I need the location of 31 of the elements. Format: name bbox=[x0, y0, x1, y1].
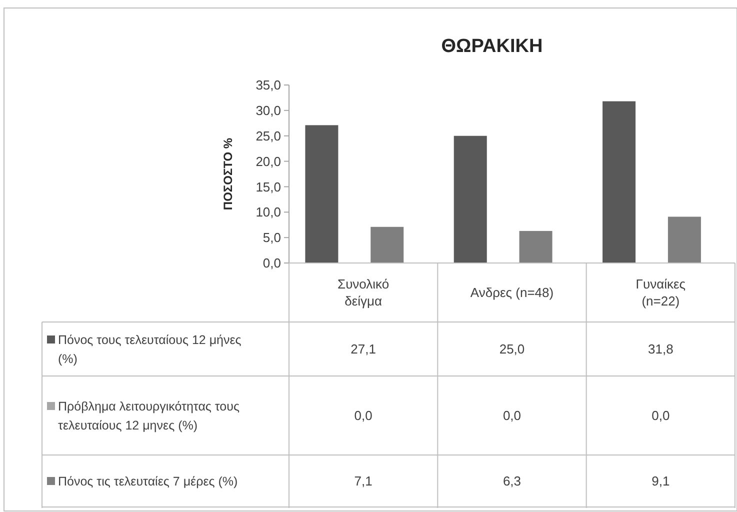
y-tick-label: 35,0 bbox=[256, 78, 281, 93]
y-tick-label: 5,0 bbox=[262, 230, 281, 246]
bar bbox=[454, 136, 487, 263]
data-label: 9,1 bbox=[652, 474, 670, 489]
x-tick-label: Γυναίκες (n=22) bbox=[636, 276, 686, 309]
data-label: 0,0 bbox=[354, 408, 372, 424]
data-label: 6,3 bbox=[502, 474, 522, 489]
x-tick-label: Ανδρες (n=48) bbox=[470, 285, 554, 300]
y-tick-label: 25,0 bbox=[256, 128, 281, 144]
y-tick-label: 20,0 bbox=[256, 154, 281, 169]
x-tick-label: Συνολικό δείγμα bbox=[338, 276, 390, 309]
bar bbox=[668, 216, 701, 263]
chart-title: ΘΩΡΑΚΙΚΗ bbox=[441, 36, 543, 57]
legend-label: Πόνος τους τελευταίους 12 μήνες (%) bbox=[58, 332, 242, 366]
legend-label: Πρόβλημα λειτουργικότητας τους τελευταίους 12 μηνες (%) bbox=[58, 399, 240, 432]
data-label: 0,0 bbox=[502, 408, 522, 424]
y-axis-title: ΠΟΣΟΣΤΟ % bbox=[221, 138, 235, 210]
legend-label: Πόνος τις τελευταίες 7 μέρες (%) bbox=[58, 474, 238, 488]
data-label: 0,0 bbox=[652, 408, 670, 424]
y-tick-label: 0,0 bbox=[262, 256, 281, 271]
bar bbox=[370, 226, 404, 263]
y-tick-label: 15,0 bbox=[256, 179, 281, 194]
bar bbox=[305, 125, 338, 263]
data-label: 25,0 bbox=[499, 342, 525, 357]
y-tick-label: 30,0 bbox=[256, 102, 281, 118]
bar bbox=[602, 101, 636, 263]
data-label: 31,8 bbox=[648, 342, 674, 357]
y-tick-label: 10,0 bbox=[256, 204, 281, 220]
data-label: 27,1 bbox=[350, 342, 376, 357]
data-label: 7,1 bbox=[354, 474, 372, 489]
bar bbox=[519, 230, 552, 263]
